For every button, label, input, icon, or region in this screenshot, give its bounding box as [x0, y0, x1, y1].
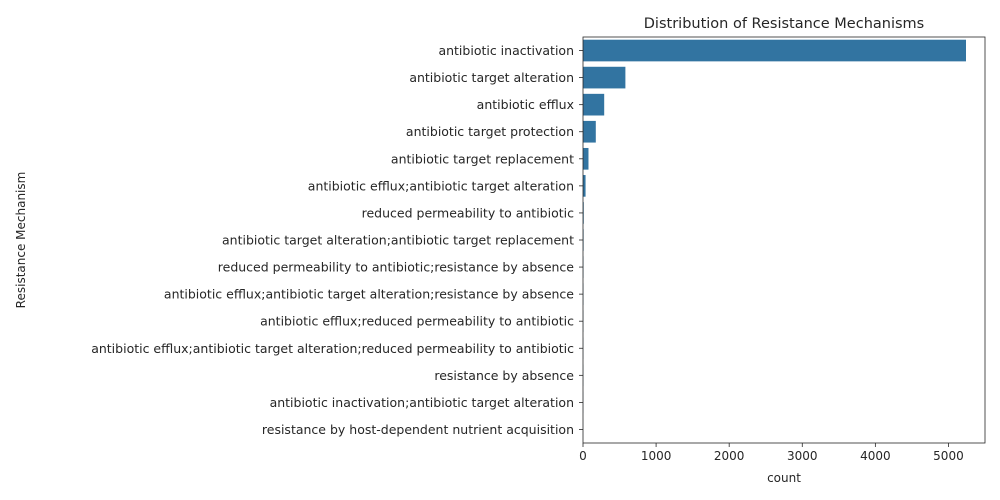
bar — [583, 39, 966, 62]
bar — [583, 120, 596, 143]
y-tick-label: antibiotic inactivation;antibiotic targe… — [270, 395, 574, 410]
x-tick-label: 1000 — [641, 449, 672, 463]
y-tick-label: antibiotic target alteration;antibiotic … — [222, 233, 574, 248]
y-tick-label: antibiotic inactivation — [438, 43, 574, 58]
y-tick-label: reduced permeability to antibiotic — [362, 205, 574, 220]
x-tick-label: 3000 — [787, 449, 818, 463]
y-tick-label: antibiotic target replacement — [391, 151, 574, 166]
y-tick-label: reduced permeability to antibiotic;resis… — [218, 260, 575, 275]
y-tick-label: antibiotic efflux;antibiotic target alte… — [91, 341, 574, 356]
bar — [583, 93, 605, 116]
bar — [583, 66, 626, 89]
x-tick-label: 5000 — [933, 449, 964, 463]
x-axis-label: count — [767, 471, 801, 485]
x-tick-label: 4000 — [860, 449, 891, 463]
bar — [583, 175, 586, 197]
axes-frame — [582, 36, 986, 444]
y-tick-label: antibiotic target protection — [406, 124, 574, 139]
y-tick-label: antibiotic efflux;antibiotic target alte… — [164, 287, 574, 302]
y-tick-label: antibiotic efflux — [477, 97, 574, 112]
y-tick-label: resistance by host-dependent nutrient ac… — [262, 422, 574, 437]
bar — [583, 147, 589, 170]
chart-title: Distribution of Resistance Mechanisms — [644, 16, 924, 32]
plot-area: antibiotic inactivation antibiotic target… — [91, 36, 986, 463]
y-tick-label: antibiotic target alteration — [409, 70, 574, 85]
y-axis-label: Resistance Mechanism — [14, 172, 28, 309]
x-tick-label: 0 — [579, 449, 587, 463]
x-tick-label: 2000 — [714, 449, 745, 463]
y-tick-label: antibiotic efflux;antibiotic target alte… — [308, 178, 574, 193]
y-tick-label: antibiotic efflux;reduced permeability t… — [260, 314, 574, 329]
y-tick-label: resistance by absence — [434, 368, 574, 383]
